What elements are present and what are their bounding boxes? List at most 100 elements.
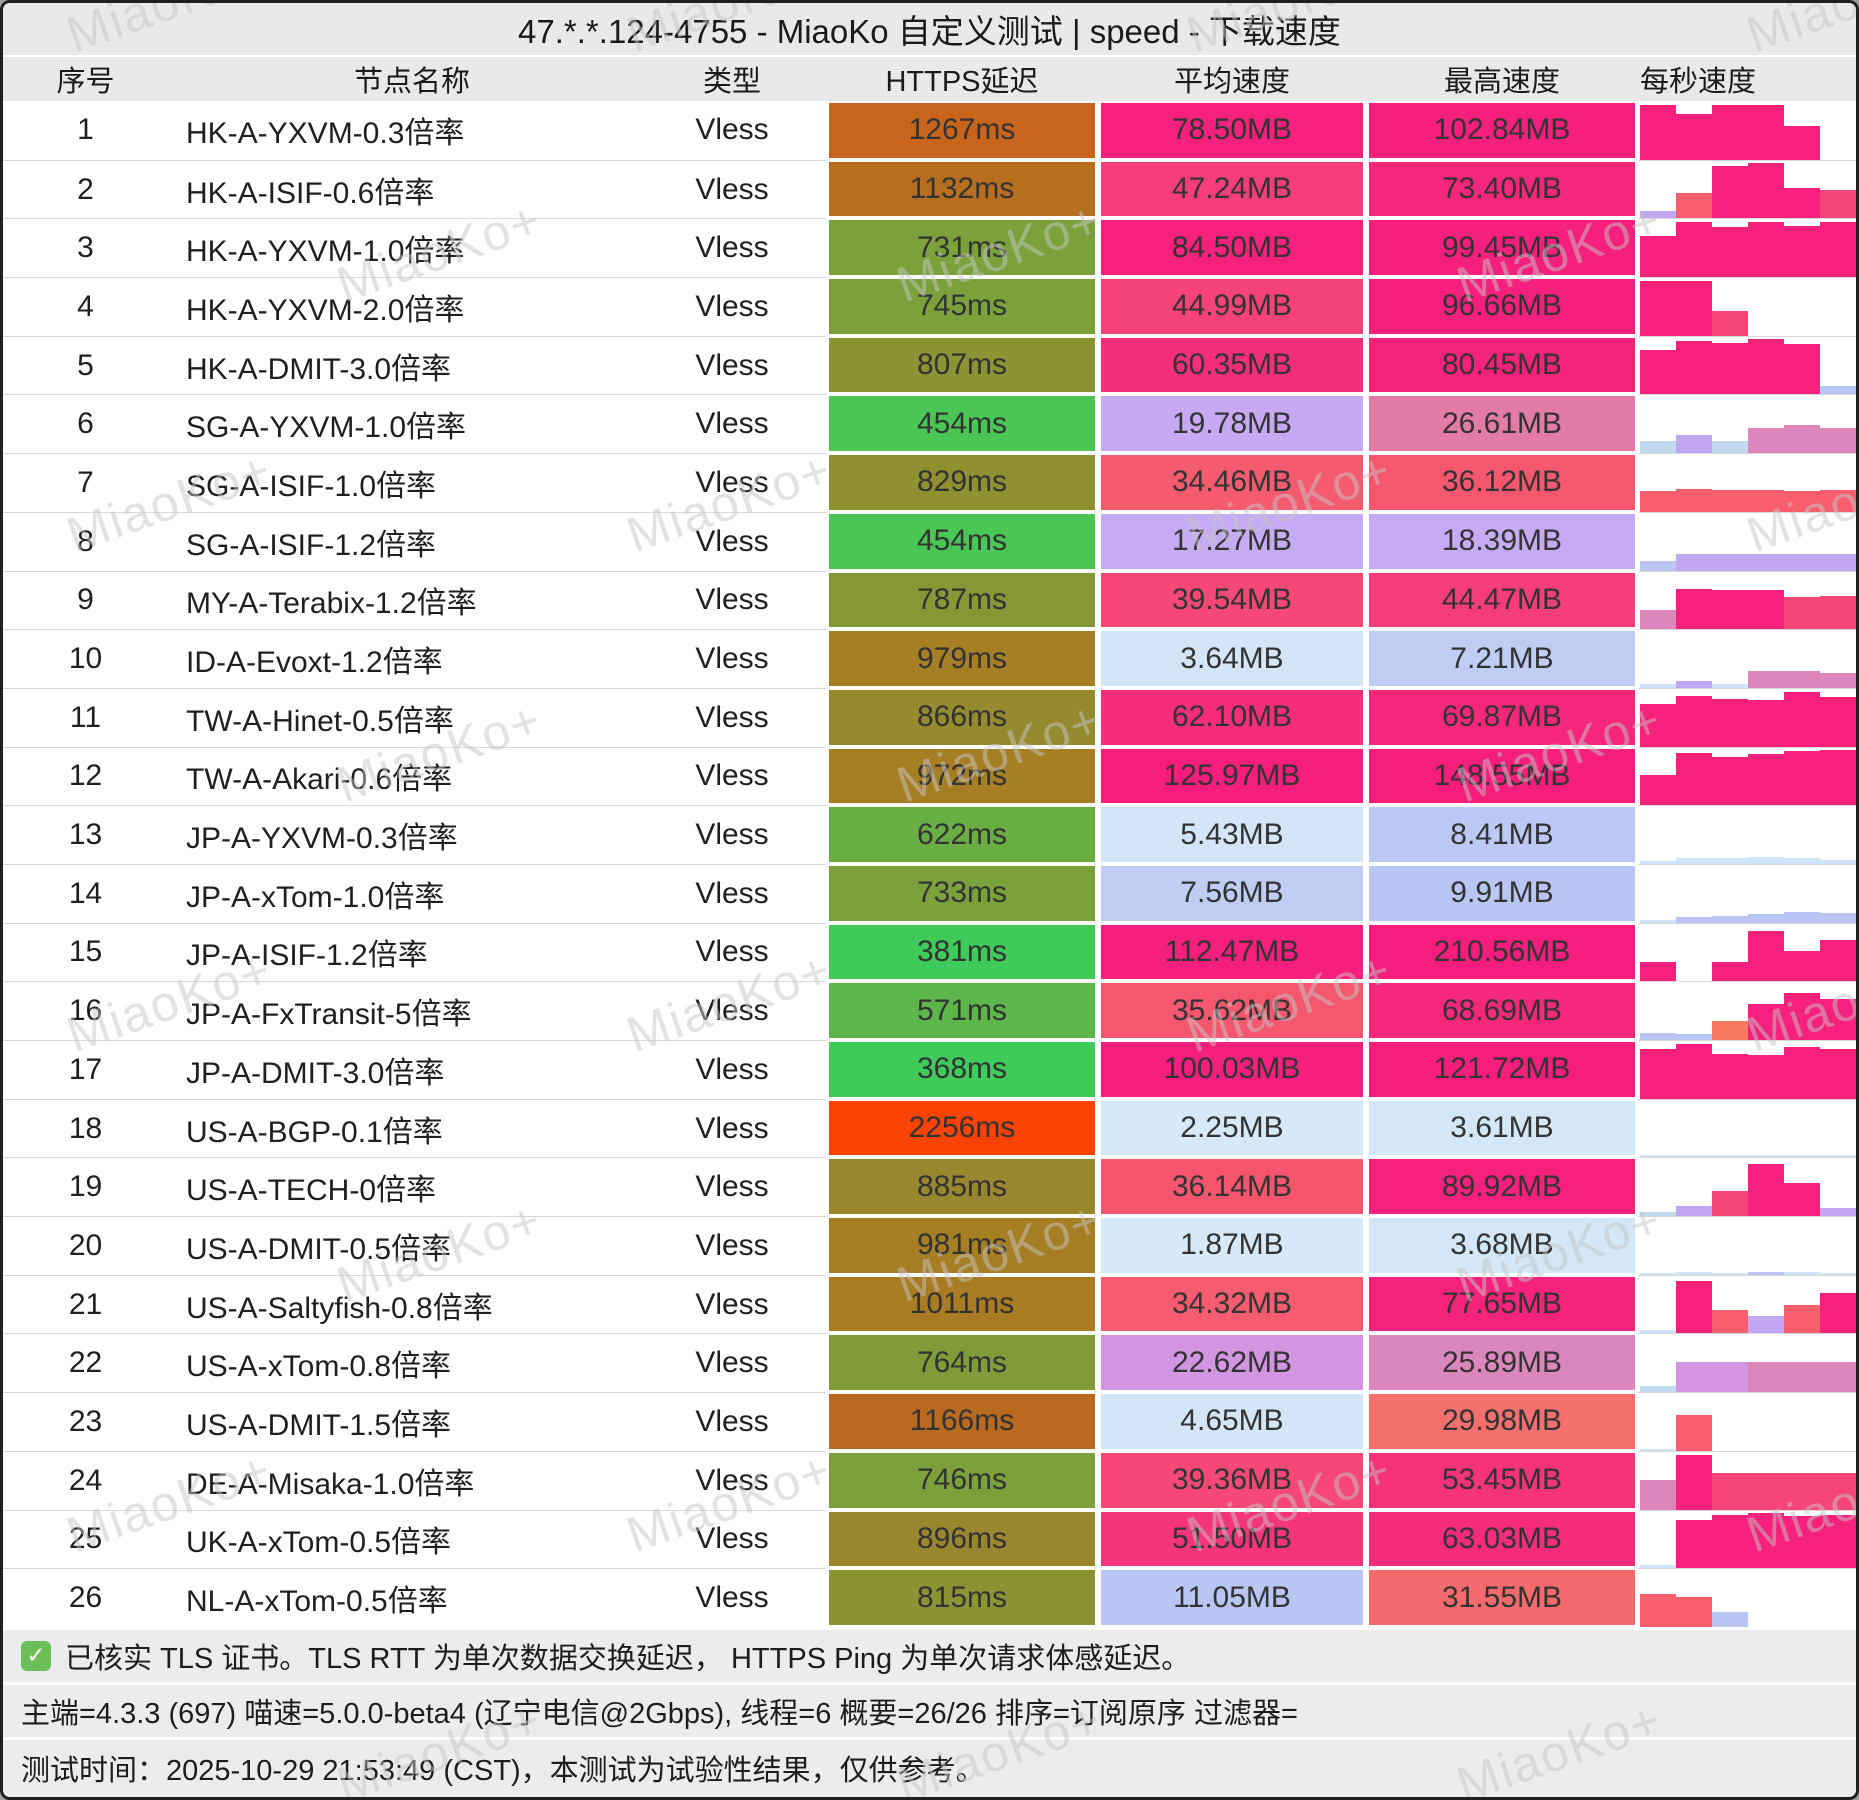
sparkline-bar	[1820, 489, 1856, 512]
node-name: US-A-BGP-0.1倍率	[168, 1098, 638, 1158]
row-index: 10	[3, 629, 168, 688]
row-index: 23	[3, 1392, 168, 1451]
sparkline-bar	[1676, 753, 1713, 806]
node-type: Vless	[638, 218, 826, 277]
sparkline-bar	[1640, 1479, 1677, 1510]
sparkline-bar	[1748, 931, 1785, 982]
max-speed-cell: 69.87MB	[1369, 689, 1635, 745]
col-header-type: 类型	[702, 66, 761, 98]
avg-speed-cell-wrap: 60.35MB	[1098, 336, 1366, 395]
avg-speed-cell: 100.03MB	[1101, 1042, 1363, 1097]
sparkline-bar	[1820, 1208, 1856, 1217]
sparkline-bar	[1676, 1596, 1713, 1627]
row-index: 17	[3, 1040, 168, 1099]
max-speed-cell: 68.69MB	[1369, 983, 1635, 1038]
per-second-speed-sparkline	[1638, 570, 1856, 630]
max-speed-cell: 80.45MB	[1369, 337, 1635, 393]
avg-speed-cell-wrap: 2.25MB	[1098, 1099, 1366, 1158]
max-speed-cell: 63.03MB	[1369, 1511, 1635, 1567]
sparkline-bar	[1676, 1043, 1713, 1099]
sparkline-bar	[1640, 1386, 1677, 1393]
avg-speed-cell: 19.78MB	[1101, 396, 1363, 452]
sparkline-bar	[1748, 489, 1785, 512]
avg-speed-cell-wrap: 19.78MB	[1098, 394, 1366, 453]
avg-speed-cell-wrap: 34.32MB	[1098, 1275, 1366, 1334]
row-index: 19	[3, 1157, 168, 1216]
sparkline-bar	[1784, 993, 1821, 1040]
footer-test-time: 测试时间：2025-10-29 21:53:49 (CST)，本测试为试验性结果…	[3, 1739, 1856, 1797]
latency-cell: 815ms	[829, 1570, 1095, 1625]
sparkline-bar	[1820, 1155, 1856, 1158]
sparkline-bar	[1712, 343, 1749, 395]
latency-cell-wrap: 1132ms	[826, 160, 1098, 219]
row-index: 2	[3, 159, 168, 219]
sparkline-bar	[1820, 1048, 1856, 1099]
max-speed-cell-wrap: 8.41MB	[1366, 805, 1638, 864]
sparkline-bar	[1820, 940, 1856, 982]
row-index: 5	[3, 335, 168, 395]
row-index: 3	[3, 218, 168, 277]
avg-speed-cell-wrap: 39.54MB	[1098, 571, 1366, 630]
avg-speed-cell-wrap: 22.62MB	[1098, 1333, 1366, 1392]
col-header-per-second-speed: 每秒速度	[1640, 66, 1757, 98]
latency-cell-wrap: 1011ms	[826, 1275, 1098, 1334]
row-index: 24	[3, 1450, 168, 1510]
latency-cell: 981ms	[829, 1218, 1095, 1273]
sparkline-bar	[1784, 344, 1821, 395]
sparkline-bar	[1640, 280, 1677, 336]
max-speed-cell: 99.45MB	[1369, 220, 1635, 276]
latency-cell: 731ms	[829, 220, 1095, 276]
footer-tls-note: ✓ 已核实 TLS 证书。TLS RTT 为单次数据交换延迟， HTTPS Pi…	[3, 1629, 1856, 1682]
sparkline-bar	[1640, 775, 1677, 806]
sparkline-bar	[1820, 912, 1856, 923]
table-row: 11 TW-A-Hinet-0.5倍率 Vless 866ms 62.10MB 69.87…	[3, 687, 1856, 747]
sparkline-bar	[1748, 913, 1785, 923]
sparkline-bar	[1640, 1212, 1677, 1217]
max-speed-cell-wrap: 9.91MB	[1366, 864, 1638, 923]
page-title: 47.*.*.124-4755 - MiaoKo 自定义测试 | speed -…	[518, 13, 1341, 50]
footer-tls-note-text: 已核实 TLS 证书。TLS RTT 为单次数据交换延迟， HTTPS Ping…	[65, 1642, 1191, 1675]
node-name: JP-A-YXVM-0.3倍率	[168, 805, 638, 864]
node-name: US-A-TECH-0倍率	[168, 1157, 638, 1216]
node-type: Vless	[638, 511, 826, 571]
per-second-speed-sparkline	[1638, 1333, 1856, 1393]
max-speed-cell-wrap: 25.89MB	[1366, 1333, 1638, 1392]
row-index: 21	[3, 1274, 168, 1334]
node-name: SG-A-ISIF-1.2倍率	[168, 511, 638, 571]
latency-cell-wrap: 896ms	[826, 1510, 1098, 1569]
row-index: 14	[3, 863, 168, 923]
row-index: 13	[3, 805, 168, 864]
sparkline-bar	[1712, 441, 1749, 454]
table-row: 12 TW-A-Akari-0.6倍率 Vless 972ms 125.97MB 148.…	[3, 746, 1856, 806]
latency-cell-wrap: 381ms	[826, 923, 1098, 982]
table-row: 24 DE-A-Misaka-1.0倍率 Vless 746ms 39.36MB 53.4…	[3, 1450, 1856, 1510]
sparkline-bar	[1820, 386, 1856, 395]
max-speed-cell-wrap: 3.68MB	[1366, 1216, 1638, 1275]
avg-speed-cell: 78.50MB	[1101, 103, 1363, 158]
latency-cell: 885ms	[829, 1159, 1095, 1215]
max-speed-cell-wrap: 69.87MB	[1366, 688, 1638, 747]
per-second-speed-sparkline	[1638, 863, 1856, 923]
sparkline-bar	[1712, 1515, 1749, 1569]
avg-speed-cell: 51.50MB	[1101, 1511, 1363, 1567]
sparkline-bar	[1676, 1281, 1713, 1334]
sparkline-bar	[1676, 553, 1713, 571]
sparkline-bar	[1820, 1293, 1856, 1334]
max-speed-cell: 8.41MB	[1369, 807, 1635, 862]
sparkline-bar	[1676, 1414, 1713, 1451]
sparkline-bar	[1820, 672, 1856, 688]
per-second-speed-sparkline	[1638, 805, 1856, 864]
node-type: Vless	[638, 1274, 826, 1334]
sparkline-bar	[1712, 683, 1749, 688]
avg-speed-cell: 3.64MB	[1101, 631, 1363, 686]
avg-speed-cell: 7.56MB	[1101, 865, 1363, 921]
max-speed-cell-wrap: 102.84MB	[1366, 101, 1638, 160]
per-second-speed-sparkline	[1638, 394, 1856, 454]
sparkline-bar	[1748, 1362, 1785, 1393]
max-speed-cell-wrap: 80.45MB	[1366, 336, 1638, 395]
max-speed-cell-wrap: 68.69MB	[1366, 981, 1638, 1040]
node-type: Vless	[638, 335, 826, 395]
sparkline-bar	[1640, 610, 1677, 630]
sparkline-bar	[1676, 193, 1713, 219]
per-second-speed-sparkline	[1638, 981, 1856, 1040]
